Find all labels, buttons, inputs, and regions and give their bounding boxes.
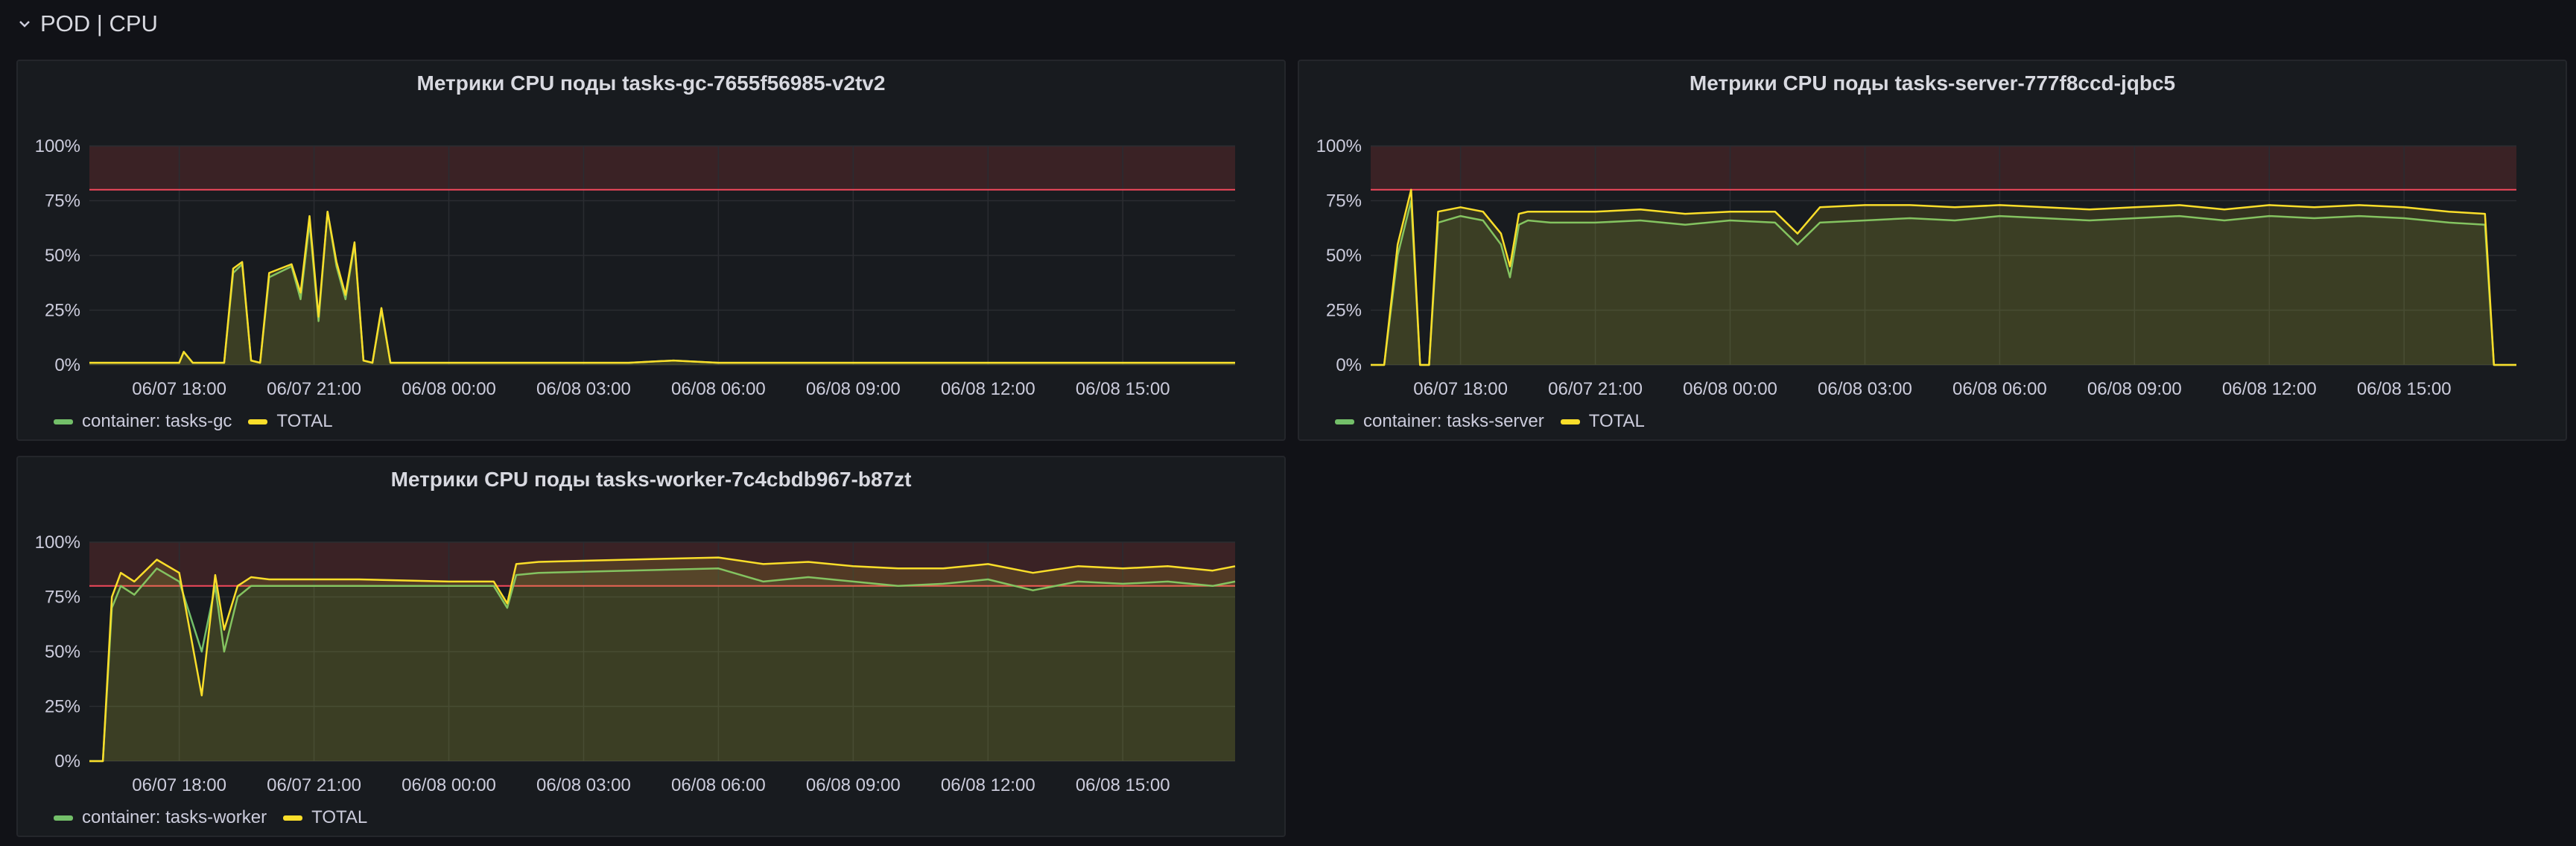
x-tick-label: 06/08 03:00 (1818, 379, 1912, 399)
y-tick-label: 25% (45, 697, 80, 717)
panel-title: Метрики CPU поды tasks-server-777f8ccd-j… (1689, 71, 2176, 95)
cpu-chart: 0% 25% 50% 75% 100% 06/07 18:00 06/07 21:00 06/… (1316, 136, 2516, 399)
x-tick-label: 06/08 15:00 (2357, 379, 2452, 399)
x-tick-label: 06/08 12:00 (941, 775, 1035, 795)
row-title: POD | CPU (40, 10, 158, 36)
y-tick-label: 100% (35, 136, 80, 156)
panel-tasks-gc[interactable]: Метрики CPU поды tasks-gc-7655f56985-v2t… (16, 60, 1286, 441)
y-tick-label: 75% (45, 191, 80, 212)
x-tick-label: 06/07 18:00 (132, 775, 226, 795)
y-tick-label: 0% (54, 355, 80, 375)
legend-label: container: tasks-server (1363, 411, 1544, 431)
legend: container: tasks-server TOTAL (1335, 411, 1645, 432)
series-area-container (89, 568, 1235, 761)
series-area-total (89, 212, 1235, 365)
series-area-container (89, 212, 1235, 365)
cpu-chart: 0% 25% 50% 75% 100% 06/07 18:00 06/07 21:00 06/… (35, 136, 1235, 399)
panel-tasks-worker[interactable]: Метрики CPU поды tasks-worker-7c4cbdb967… (16, 456, 1286, 837)
x-tick-label: 06/08 00:00 (402, 379, 496, 399)
series-line-total (89, 556, 1236, 763)
row-header-pod-cpu[interactable]: POD | CPU (16, 7, 158, 40)
x-tick-label: 06/07 21:00 (1548, 379, 1643, 399)
x-tick-label: 06/08 06:00 (671, 775, 766, 795)
legend-swatch-container (54, 419, 73, 424)
legend-item-total[interactable]: TOTAL (1560, 411, 1645, 432)
series-area-total (89, 557, 1235, 761)
legend-label: container: tasks-gc (82, 411, 232, 431)
legend-swatch-total (1560, 419, 1580, 424)
y-tick-label: 75% (45, 588, 80, 608)
legend-label: TOTAL (311, 807, 368, 827)
legend-swatch-container (54, 815, 73, 821)
x-tick-label: 06/08 09:00 (2087, 379, 2182, 399)
series-line-container (89, 210, 1235, 364)
legend-label: TOTAL (1588, 411, 1645, 431)
series-line-total (89, 210, 1235, 364)
series-line-total (1371, 188, 2516, 366)
cpu-chart: 0% 25% 50% 75% 100% 06/07 18:00 06/07 21:00 06/… (35, 532, 1236, 795)
series-area-container (1371, 200, 2516, 365)
legend-swatch-container (1335, 419, 1354, 424)
legend-item-container[interactable]: container: tasks-gc (54, 411, 232, 432)
y-tick-label: 50% (1326, 246, 1362, 266)
legend: container: tasks-worker TOTAL (54, 807, 367, 828)
x-tick-label: 06/08 09:00 (806, 379, 901, 399)
panel-title: Метрики CPU поды tasks-worker-7c4cbdb967… (390, 468, 912, 491)
y-tick-label: 100% (35, 532, 80, 553)
legend-swatch-total (283, 815, 303, 821)
legend-swatch-total (248, 419, 268, 424)
x-tick-label: 06/08 15:00 (1076, 379, 1170, 399)
y-tick-label: 25% (45, 301, 80, 321)
legend-item-total[interactable]: TOTAL (248, 411, 333, 432)
legend-label: container: tasks-worker (82, 807, 267, 827)
x-tick-label: 06/08 12:00 (941, 379, 1035, 399)
y-tick-label: 75% (1326, 191, 1362, 212)
panel-title: Метрики CPU поды tasks-gc-7655f56985-v2t… (416, 71, 886, 95)
series-line-container (89, 567, 1236, 763)
legend-item-total[interactable]: TOTAL (283, 807, 367, 828)
x-tick-label: 06/08 00:00 (1683, 379, 1777, 399)
legend-item-container[interactable]: container: tasks-worker (54, 807, 267, 828)
series-line-container (1371, 200, 2516, 366)
x-tick-label: 06/07 21:00 (267, 379, 361, 399)
legend-item-container[interactable]: container: tasks-server (1335, 411, 1544, 432)
x-tick-label: 06/07 18:00 (1413, 379, 1508, 399)
panel-tasks-server[interactable]: Метрики CPU поды tasks-server-777f8ccd-j… (1298, 60, 2567, 441)
threshold-region (1371, 146, 2516, 190)
y-tick-label: 0% (54, 751, 80, 772)
y-tick-label: 50% (45, 246, 80, 266)
x-tick-label: 06/08 06:00 (1952, 379, 2047, 399)
x-tick-label: 06/08 12:00 (2222, 379, 2317, 399)
series-area-total (1371, 189, 2516, 365)
x-tick-label: 06/08 03:00 (536, 379, 631, 399)
legend: container: tasks-gc TOTAL (54, 411, 333, 432)
x-tick-label: 06/07 18:00 (132, 379, 226, 399)
legend-label: TOTAL (276, 411, 333, 431)
y-tick-label: 0% (1336, 355, 1362, 375)
y-tick-label: 25% (1326, 301, 1362, 321)
x-tick-label: 06/08 00:00 (402, 775, 496, 795)
x-tick-label: 06/08 09:00 (806, 775, 901, 795)
x-tick-label: 06/08 06:00 (671, 379, 766, 399)
y-tick-label: 100% (1316, 136, 1362, 156)
y-tick-label: 50% (45, 642, 80, 662)
chevron-down-icon (19, 21, 30, 28)
x-tick-label: 06/07 21:00 (267, 775, 361, 795)
x-tick-label: 06/08 03:00 (536, 775, 631, 795)
threshold-region (89, 146, 1235, 190)
x-tick-label: 06/08 15:00 (1076, 775, 1170, 795)
